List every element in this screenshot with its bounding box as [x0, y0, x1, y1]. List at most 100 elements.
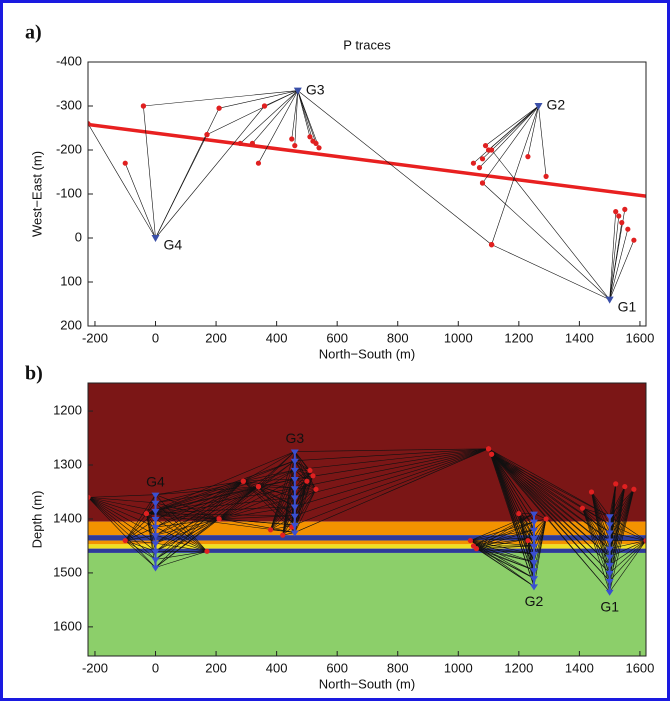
ray	[243, 480, 295, 489]
station-sensor	[529, 535, 538, 542]
ray	[609, 489, 635, 557]
ray	[491, 454, 535, 522]
ray	[609, 211, 617, 300]
event	[482, 143, 489, 149]
x-tick-label: 200	[205, 660, 227, 675]
ray	[125, 540, 156, 560]
ray	[533, 518, 547, 547]
x-tick-label: -200	[82, 660, 108, 675]
ray	[476, 548, 535, 579]
ray	[476, 548, 535, 563]
y-tick-label: 0	[75, 229, 82, 244]
station-label: G4	[146, 473, 165, 489]
station-sensor	[529, 560, 538, 567]
ray	[291, 90, 299, 140]
ray	[294, 489, 317, 526]
ray	[88, 497, 156, 536]
ray	[270, 529, 295, 533]
event	[616, 213, 622, 219]
ray	[488, 448, 610, 525]
ray	[609, 486, 626, 592]
panel-label: b)	[25, 363, 43, 385]
ray	[155, 502, 220, 520]
y-tick-label: 1600	[53, 618, 82, 633]
ray	[294, 475, 314, 489]
station-sensor	[605, 554, 614, 561]
event	[204, 548, 210, 554]
ray	[491, 454, 535, 587]
event	[122, 160, 128, 166]
ray	[582, 508, 610, 592]
ray	[155, 486, 259, 495]
ray	[294, 451, 317, 490]
event	[143, 510, 150, 517]
event	[622, 206, 628, 212]
event	[470, 160, 477, 166]
ray	[609, 489, 635, 525]
station-sensor	[151, 549, 160, 556]
event	[643, 537, 646, 544]
ray	[243, 451, 295, 482]
station	[534, 103, 543, 110]
ray	[476, 545, 534, 549]
ray	[488, 448, 610, 517]
ray	[218, 478, 295, 520]
ray	[609, 486, 626, 533]
station-sensor	[151, 557, 160, 564]
ray	[240, 90, 299, 144]
ray	[294, 470, 311, 498]
event	[204, 132, 210, 138]
station-sensor	[290, 458, 299, 465]
ray	[258, 460, 295, 487]
ray	[294, 448, 489, 471]
ray	[258, 486, 296, 526]
ray	[294, 489, 317, 507]
x-axis-label: North−South (m)	[319, 676, 415, 691]
event	[304, 478, 310, 484]
ray	[155, 480, 244, 552]
ray	[527, 513, 535, 541]
ray	[470, 521, 535, 541]
ray	[476, 548, 535, 587]
ray	[476, 548, 535, 555]
station-sensor	[151, 516, 160, 523]
panel-label: a)	[25, 22, 42, 44]
station-sensor	[151, 500, 160, 507]
event	[479, 156, 486, 162]
event	[289, 136, 295, 142]
ray	[155, 480, 244, 560]
x-tick-label: 1400	[565, 660, 594, 675]
ray	[609, 524, 646, 541]
x-tick-label: 800	[387, 660, 409, 675]
event	[313, 140, 319, 146]
ray	[518, 513, 535, 530]
ray	[485, 105, 539, 146]
y-tick-label: 200	[60, 317, 82, 332]
station-sensor	[529, 568, 538, 575]
ray	[591, 491, 610, 533]
ray	[297, 90, 492, 245]
ray	[146, 469, 295, 514]
ray	[124, 163, 156, 239]
event	[476, 165, 483, 171]
event	[485, 446, 492, 452]
ray	[609, 215, 620, 300]
station-sensor	[151, 533, 160, 540]
station-sensor	[529, 543, 538, 550]
ray	[609, 489, 635, 549]
ray	[146, 494, 156, 514]
ray	[470, 540, 535, 571]
ray	[155, 551, 208, 560]
ray	[155, 480, 244, 568]
x-axis-label: North−South (m)	[319, 346, 415, 361]
chart-title: P traces	[343, 37, 391, 52]
ray	[518, 513, 535, 547]
y-tick-label: -400	[56, 53, 82, 68]
event	[631, 486, 637, 492]
station	[151, 235, 160, 242]
station-sensor	[290, 495, 299, 502]
ray	[88, 497, 156, 544]
ray	[609, 486, 626, 517]
ray	[258, 486, 295, 498]
ray	[155, 518, 220, 528]
